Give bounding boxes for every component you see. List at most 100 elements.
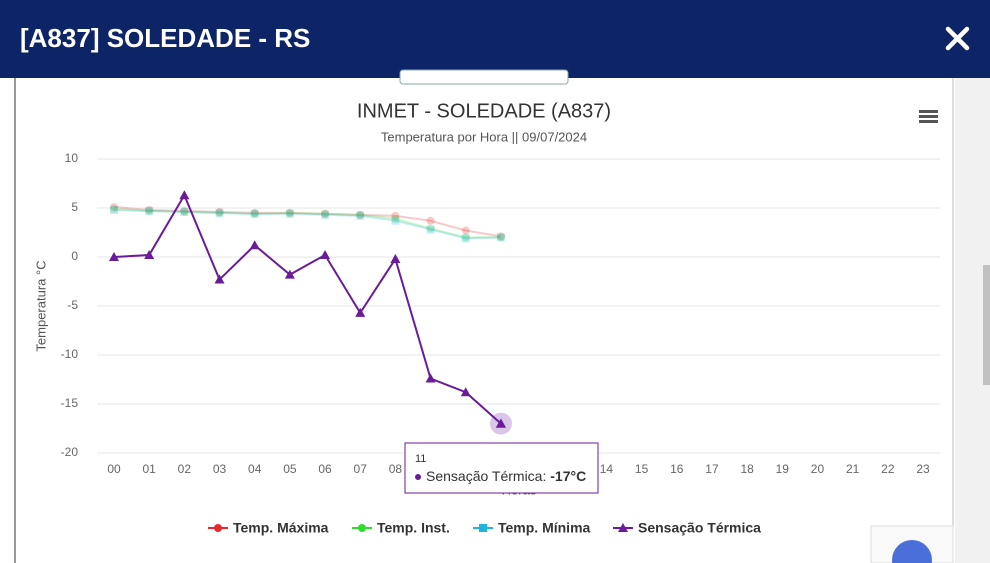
marker	[180, 206, 189, 215]
tooltip-text: Sensação Térmica: -17°C	[426, 468, 586, 484]
y-tick-label: -10	[61, 347, 79, 361]
marker	[496, 233, 505, 242]
marker	[426, 225, 435, 234]
y-tick-label: 5	[71, 200, 78, 214]
marker	[356, 210, 365, 219]
marker	[321, 209, 330, 218]
marker	[321, 209, 330, 218]
y-tick-label: -15	[61, 396, 79, 410]
marker	[356, 210, 365, 219]
tooltip-label: Sensação Térmica:	[426, 468, 550, 484]
x-tick-label: 05	[283, 462, 297, 476]
marker	[110, 203, 118, 212]
y-tick-label: 10	[65, 151, 79, 165]
marker	[215, 207, 224, 216]
chart-title: INMET - SOLEDADE (A837)	[357, 100, 611, 122]
series-line	[113, 206, 502, 238]
x-tick-label: 08	[389, 462, 403, 476]
x-tick-label: 02	[178, 462, 192, 476]
marker	[214, 274, 225, 284]
x-tick-label: 19	[776, 462, 790, 476]
marker	[358, 524, 366, 532]
x-tick-label: 15	[635, 462, 649, 476]
marker	[109, 252, 119, 261]
marker	[180, 207, 189, 216]
legend: Temp. Máxima Temp. Inst. Temp. Mínima Sensa…	[208, 520, 761, 536]
x-tick-label: 07	[354, 462, 368, 476]
marker	[479, 524, 487, 532]
marker	[496, 232, 505, 241]
close-button[interactable]	[945, 26, 970, 51]
marker	[391, 216, 400, 225]
x-tick-label: 23	[916, 462, 930, 476]
marker	[250, 209, 259, 218]
marker	[285, 208, 294, 217]
marker	[461, 233, 470, 242]
tooltip-value: -17°C	[550, 468, 586, 484]
x-tick-label: 04	[248, 462, 262, 476]
marker	[390, 253, 401, 263]
marker	[425, 373, 436, 383]
marker	[249, 240, 260, 250]
legend-label: Sensação Térmica	[638, 520, 761, 536]
tooltip-header: 11	[415, 453, 426, 465]
menu-icon[interactable]	[919, 110, 938, 123]
marker	[495, 418, 506, 428]
marker	[285, 209, 294, 218]
marker	[215, 208, 224, 217]
marker	[284, 269, 295, 279]
x-tick-label: 20	[811, 462, 825, 476]
x-tick-label: 16	[670, 462, 684, 476]
marker	[145, 206, 154, 215]
marker	[460, 387, 471, 397]
y-axis-label: Temperatura °C	[33, 260, 48, 351]
marker	[110, 205, 118, 214]
marker	[145, 206, 154, 215]
marker	[426, 216, 435, 225]
y-tick-label: 0	[71, 249, 78, 263]
modal-title: [A837] SOLEDADE - RS	[20, 23, 310, 53]
marker	[145, 205, 154, 214]
modal-header	[0, 0, 990, 78]
tooltip-box	[404, 442, 599, 494]
x-tick-label: 17	[705, 462, 719, 476]
marker	[144, 250, 155, 260]
marker	[215, 208, 224, 217]
x-tick-label: 18	[740, 462, 754, 476]
marker	[214, 524, 222, 532]
tooltip-dot	[415, 474, 421, 480]
marker	[179, 190, 190, 200]
scrollbar-thumb[interactable]	[983, 265, 990, 385]
marker	[110, 204, 118, 213]
x-tick-label: 06	[318, 462, 332, 476]
marker	[356, 211, 365, 220]
marker	[461, 234, 470, 243]
legend-label: Temp. Inst.	[377, 520, 450, 536]
marker	[426, 224, 435, 233]
marker	[250, 209, 259, 218]
x-tick-label: 01	[142, 462, 156, 476]
x-tick-label: 14	[600, 462, 614, 476]
y-tick-label: -20	[61, 445, 79, 459]
series-line	[113, 208, 501, 240]
marker	[618, 523, 628, 532]
button-edge[interactable]	[399, 69, 569, 85]
x-tick-label: 22	[881, 462, 895, 476]
marker	[355, 307, 366, 317]
marker	[320, 250, 331, 260]
marker	[250, 208, 259, 217]
chart-subtitle: Temperatura por Hora || 09/07/2024	[381, 129, 587, 144]
marker	[391, 211, 400, 220]
legend-label: Temp. Mínima	[498, 520, 591, 536]
marker	[321, 210, 330, 219]
marker	[285, 208, 294, 217]
recaptcha-logo	[892, 540, 932, 563]
x-tick-label: 03	[213, 462, 227, 476]
marker	[180, 207, 189, 216]
series-line	[113, 207, 501, 239]
plot: -20-15-10-505100001020304050607080910111…	[61, 151, 940, 476]
x-tick-label: 21	[846, 462, 860, 476]
marker	[461, 226, 470, 235]
